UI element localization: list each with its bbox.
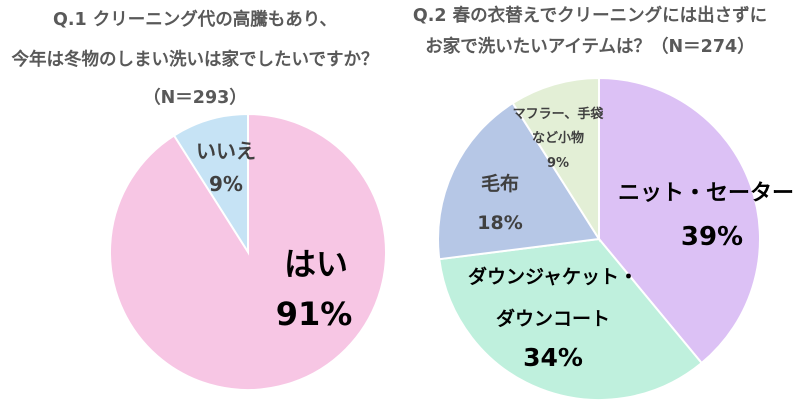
chart1-slice-1 [172, 112, 249, 256]
chart2-title-line2: お家で洗いたいアイテムは？（N＝274） [425, 36, 754, 57]
chart2-label-down-line2: ダウンコート [496, 307, 610, 330]
chart2-slice-3 [511, 76, 600, 243]
chart1-title-line2: 今年は冬物のしまい洗いは家でしたいですか？ [11, 49, 379, 70]
chart2-label-komono-line2: など小物 [532, 130, 584, 146]
chart2-label-down-line1: ダウンジャケット・ [468, 265, 638, 288]
chart1-slices [109, 112, 387, 391]
chart2-label-knit: ニット・セーター [618, 181, 794, 206]
chart1-value-iie: 9% [209, 172, 243, 196]
chart2-slice-1 [438, 237, 704, 401]
chart2-value-knit: 39% [681, 222, 743, 252]
chart2-value-down: 34% [523, 343, 583, 372]
chart2-title-line1: Q.2 春の衣替えでクリーニングには出さずに [413, 5, 767, 26]
chart2-label-komono-line1: マフラー、手袋 [513, 106, 605, 122]
chart2-label-moufu: 毛布 [481, 172, 519, 195]
chart1-title-line1: Q.1 クリーニング代の高騰もあり、 [53, 9, 337, 30]
chart1: Q.1 クリーニング代の高騰もあり、 今年は冬物のしまい洗いは家でしたいですか？… [11, 9, 387, 391]
chart1-value-hai: 91% [276, 295, 353, 333]
chart1-label-iie: いいえ [196, 139, 256, 163]
chart1-slice-0 [109, 112, 387, 391]
chart2: Q.2 春の衣替えでクリーニングには出さずに お家で洗いたいアイテムは？（N＝2… [413, 5, 794, 401]
chart2-slices [437, 76, 761, 401]
chart2-value-moufu: 18% [477, 212, 522, 234]
chart2-value-komono: 9% [547, 156, 569, 171]
chart2-slice-2 [437, 101, 601, 261]
chart2-slice-0 [598, 76, 761, 365]
chart1-label-hai: はい [284, 245, 348, 283]
chart1-title-line3: （N＝293） [143, 87, 247, 108]
